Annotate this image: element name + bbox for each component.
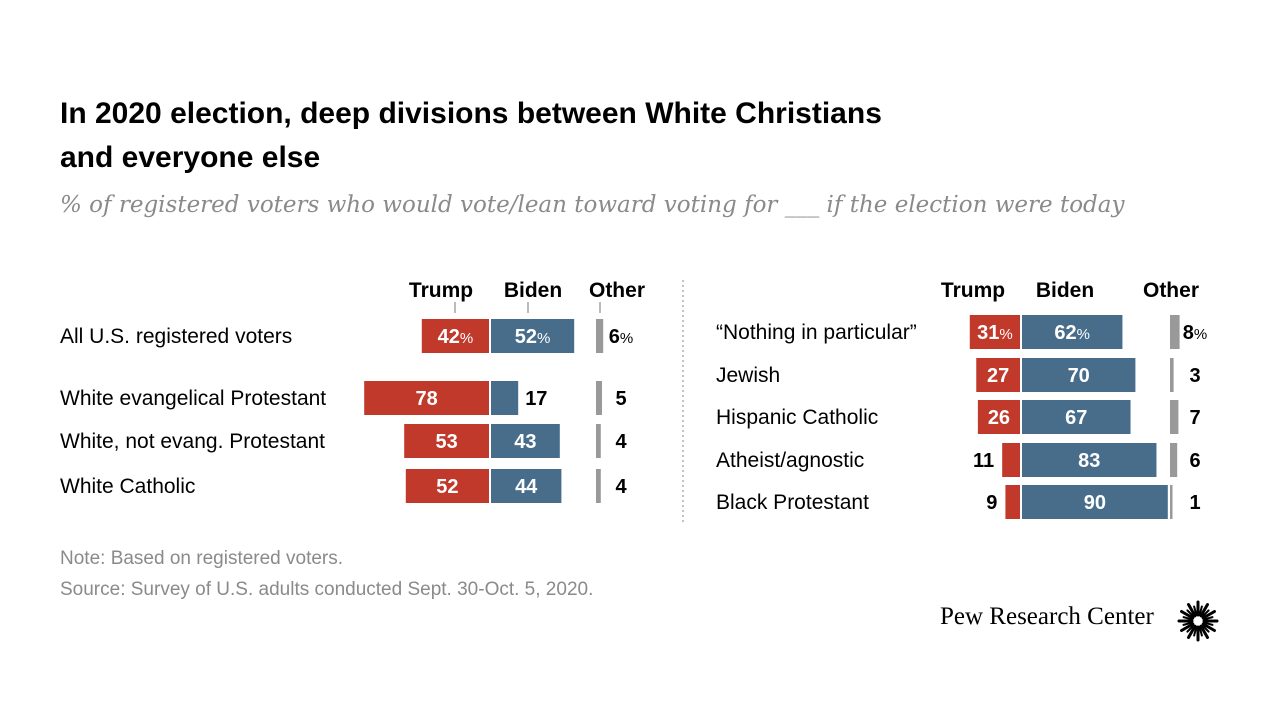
logo-ray [1201,609,1210,618]
label-trump: 53 [435,431,457,453]
logo-ray [1202,621,1214,626]
logo-ray [1198,625,1203,637]
logo-ray [1198,605,1203,617]
label-other: 5 [615,388,626,410]
logo-ray [1193,625,1198,637]
bar-other [1170,315,1180,349]
logo-ray [1186,624,1195,633]
header-biden: Biden [1036,279,1094,302]
bar-biden [1022,358,1136,392]
bar-trump [1005,485,1020,519]
label-other: 4 [615,476,627,498]
bar-trump [405,469,489,503]
label-other: 4 [615,431,627,453]
category-label: Black Protestant [716,491,869,514]
chart-area: Trump Biden Other All U.S. registered voter… [60,279,1207,522]
logo-ray [1182,621,1194,626]
logo-ray [1187,603,1197,618]
label-other: 7 [1189,407,1200,429]
logo-ray [1193,605,1198,617]
bar-trump [421,319,489,353]
bar-biden [1022,443,1157,477]
bar-other [596,319,604,353]
label-trump: 26 [988,407,1010,429]
bar-trump [364,381,489,415]
label-trump: 9 [986,492,997,514]
chart-title-line2: and everyone else [60,141,321,174]
label-biden: 67 [1065,407,1087,429]
label-other: 8% [1183,322,1207,344]
sunburst-logo-icon [1177,600,1219,642]
label-biden: 52% [515,326,551,348]
header-other: Other [589,279,645,302]
bar-biden [491,469,562,503]
logo-ray [1202,616,1214,621]
bar-other [1170,485,1173,519]
header-biden: Biden [504,279,562,302]
bar-other [596,424,601,458]
source-text: Source: Survey of U.S. adults conducted … [60,579,594,600]
bar-other [1170,358,1174,392]
header-trump: Trump [409,279,473,302]
category-label: Jewish [716,364,780,387]
label-trump: 42% [438,326,474,348]
header-other: Other [1143,279,1199,302]
category-label: All U.S. registered voters [60,325,292,348]
label-other: 3 [1189,365,1200,387]
category-label: “Nothing in particular” [716,321,917,344]
logo-ray [1180,622,1195,632]
bar-other [1170,443,1178,477]
bar-trump [404,424,489,458]
logo-ray [1201,624,1210,633]
chart-title: In 2020 election, deep divisions between… [60,92,1060,180]
chart-title-line1: In 2020 election, deep divisions between… [60,97,882,130]
bar-trump [1002,443,1020,477]
category-label: Hispanic Catholic [716,406,878,429]
category-label: White Catholic [60,475,195,498]
logo-ray [1199,603,1209,618]
category-label: White evangelical Protestant [60,387,326,410]
logo-ray [1201,622,1216,632]
bar-other [596,381,602,415]
bar-biden [1022,400,1131,434]
label-other: 1 [1189,492,1200,514]
bar-biden [1022,485,1168,519]
bar-biden [491,381,519,415]
label-biden: 17 [525,388,547,410]
bar-trump [976,358,1020,392]
bar-other [1170,400,1179,434]
logo-ray [1201,610,1216,620]
logo-ray [1182,616,1194,621]
label-biden: 70 [1068,365,1090,387]
label-biden: 83 [1078,450,1100,472]
label-biden: 62% [1054,322,1090,344]
label-other: 6% [609,326,633,348]
category-label: White, not evang. Protestant [60,430,325,453]
brand-name: Pew Research Center [940,603,1154,630]
label-other: 6 [1189,450,1200,472]
label-biden: 44 [515,476,538,498]
bar-biden [491,319,575,353]
note-text: Note: Based on registered voters. [60,548,344,569]
bar-biden [1022,315,1123,349]
header-trump: Trump [941,279,1005,302]
bar-biden [491,424,560,458]
logo-ray [1180,610,1195,620]
label-trump: 27 [987,365,1009,387]
label-trump: 52 [436,476,458,498]
logo-ray [1199,624,1209,639]
chart-subtitle: % of registered voters who would vote/le… [60,192,1125,218]
label-biden: 90 [1084,492,1106,514]
bar-trump [969,315,1020,349]
logo-ray [1186,609,1195,618]
bar-trump [977,400,1020,434]
label-biden: 43 [514,431,536,453]
logo-ray [1187,624,1197,639]
label-trump: 31% [977,322,1013,344]
label-trump: 78 [415,388,437,410]
category-label: Atheist/agnostic [716,449,864,472]
bar-other [596,469,601,503]
label-trump: 11 [973,450,994,472]
